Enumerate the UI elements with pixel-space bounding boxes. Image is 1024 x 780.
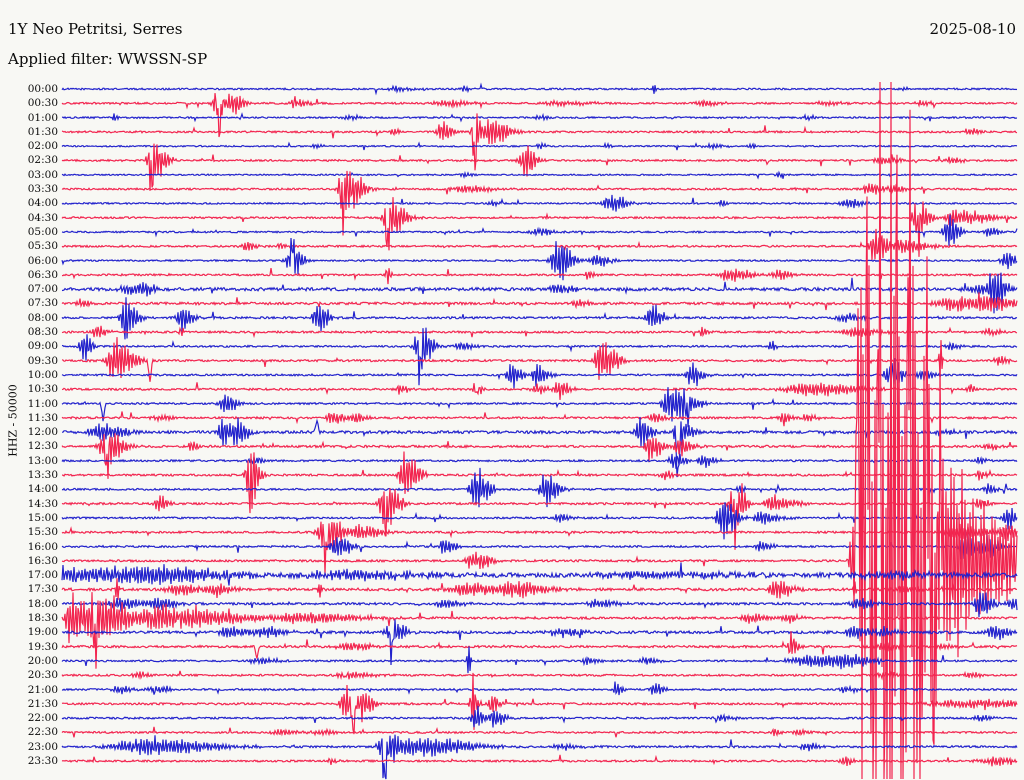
time-label-13:30: 13:30 (27, 469, 58, 481)
trace-row-03:30 (61, 170, 1018, 236)
trace-row-07:00 (61, 272, 1018, 314)
trace-row-15:30 (61, 521, 1018, 575)
trace-row-07:30 (61, 292, 1018, 312)
trace-row-11:30 (61, 411, 1018, 427)
time-label-11:30: 11:30 (27, 412, 58, 424)
trace-row-01:00 (61, 112, 1018, 123)
time-label-15:00: 15:00 (27, 512, 58, 524)
time-label-23:00: 23:00 (27, 741, 58, 753)
trace-row-13:00 (61, 453, 1018, 469)
time-label-21:00: 21:00 (27, 684, 58, 696)
date-label: 2025-08-10 (929, 20, 1016, 38)
time-label-19:30: 19:30 (27, 641, 58, 653)
trace-row-01:30 (61, 113, 1018, 171)
time-label-09:30: 09:30 (27, 355, 58, 367)
filter-label: Applied filter: WWSSN-SP (8, 50, 208, 68)
trace-row-12:00 (62, 416, 1018, 478)
time-label-12:30: 12:30 (27, 440, 58, 452)
time-label-02:00: 02:00 (27, 140, 58, 152)
trace-row-10:00 (61, 358, 1018, 389)
trace-row-11:00 (61, 387, 1018, 428)
time-label-18:30: 18:30 (27, 612, 58, 624)
time-label-04:30: 04:30 (27, 212, 58, 224)
trace-row-14:30 (61, 483, 1018, 550)
time-label-15:30: 15:30 (27, 526, 58, 538)
time-label-22:30: 22:30 (27, 726, 58, 738)
trace-row-02:30 (61, 143, 1018, 191)
time-label-17:00: 17:00 (27, 569, 58, 581)
time-label-09:00: 09:00 (27, 340, 58, 352)
trace-row-23:30 (61, 754, 1018, 767)
time-label-08:30: 08:30 (27, 326, 58, 338)
station-title: 1Y Neo Petritsi, Serres (8, 20, 183, 38)
trace-row-05:00 (61, 214, 1018, 246)
time-label-06:30: 06:30 (27, 269, 58, 281)
time-label-06:00: 06:00 (27, 255, 58, 267)
time-label-01:30: 01:30 (27, 126, 58, 138)
trace-row-19:00 (61, 619, 1018, 666)
trace-row-05:30 (61, 228, 1018, 264)
trace-row-22:00 (61, 705, 1018, 728)
time-label-08:00: 08:00 (27, 312, 58, 324)
trace-row-16:30 (61, 81, 1018, 780)
trace-row-18:00 (61, 592, 1018, 618)
time-label-19:00: 19:00 (27, 626, 58, 638)
time-label-04:00: 04:00 (27, 197, 58, 209)
time-label-02:30: 02:30 (27, 154, 58, 166)
trace-row-15:00 (61, 502, 1018, 540)
trace-row-06:30 (61, 268, 1018, 285)
time-label-18:00: 18:00 (27, 598, 58, 610)
time-label-01:00: 01:00 (27, 112, 58, 124)
time-label-20:00: 20:00 (27, 655, 58, 667)
trace-row-02:00 (61, 141, 1018, 152)
trace-row-06:00 (61, 237, 1018, 281)
trace-row-04:30 (61, 197, 1018, 257)
trace-row-19:30 (61, 631, 1018, 659)
time-label-20:30: 20:30 (27, 669, 58, 681)
time-label-16:00: 16:00 (27, 541, 58, 553)
time-label-03:30: 03:30 (27, 183, 58, 195)
time-label-05:30: 05:30 (27, 240, 58, 252)
trace-row-20:30 (61, 670, 1018, 681)
trace-row-08:30 (61, 325, 1018, 339)
trace-row-22:30 (61, 726, 1018, 738)
time-label-13:00: 13:00 (27, 455, 58, 467)
time-label-22:00: 22:00 (27, 712, 58, 724)
trace-row-12:30 (61, 433, 1018, 479)
trace-row-20:00 (61, 646, 1018, 674)
trace-row-21:00 (61, 681, 1018, 696)
time-label-16:30: 16:30 (27, 555, 58, 567)
time-label-11:00: 11:00 (27, 398, 58, 410)
trace-row-00:30 (61, 93, 1018, 138)
trace-row-16:00 (61, 528, 1018, 560)
trace-row-23:00 (61, 734, 1018, 780)
trace-row-13:30 (62, 451, 1018, 514)
trace-row-17:30 (61, 578, 1018, 601)
time-label-17:30: 17:30 (27, 583, 58, 595)
trace-row-00:00 (61, 82, 1018, 96)
trace-row-17:00 (61, 562, 1018, 586)
time-label-10:00: 10:00 (27, 369, 58, 381)
time-label-14:30: 14:30 (27, 498, 58, 510)
time-label-21:30: 21:30 (27, 698, 58, 710)
time-label-10:30: 10:30 (27, 383, 58, 395)
time-label-12:00: 12:00 (27, 426, 58, 438)
trace-row-14:00 (61, 467, 1018, 508)
trace-row-18:30 (61, 592, 1018, 669)
trace-row-03:00 (61, 170, 1018, 180)
time-labels: 00:00 00:30 01:00 01:30 02:00 02:30 03:00 03:30… (0, 0, 60, 780)
time-label-07:00: 07:00 (27, 283, 58, 295)
time-label-00:00: 00:00 (27, 83, 58, 95)
time-label-03:00: 03:00 (27, 169, 58, 181)
trace-row-04:00 (61, 194, 1018, 212)
trace-row-10:30 (61, 382, 1018, 400)
time-label-05:00: 05:00 (27, 226, 58, 238)
time-label-23:30: 23:30 (27, 755, 58, 767)
trace-row-21:30 (61, 672, 1018, 735)
time-label-00:30: 00:30 (27, 97, 58, 109)
time-label-14:00: 14:00 (27, 483, 58, 495)
time-label-07:30: 07:30 (27, 297, 58, 309)
